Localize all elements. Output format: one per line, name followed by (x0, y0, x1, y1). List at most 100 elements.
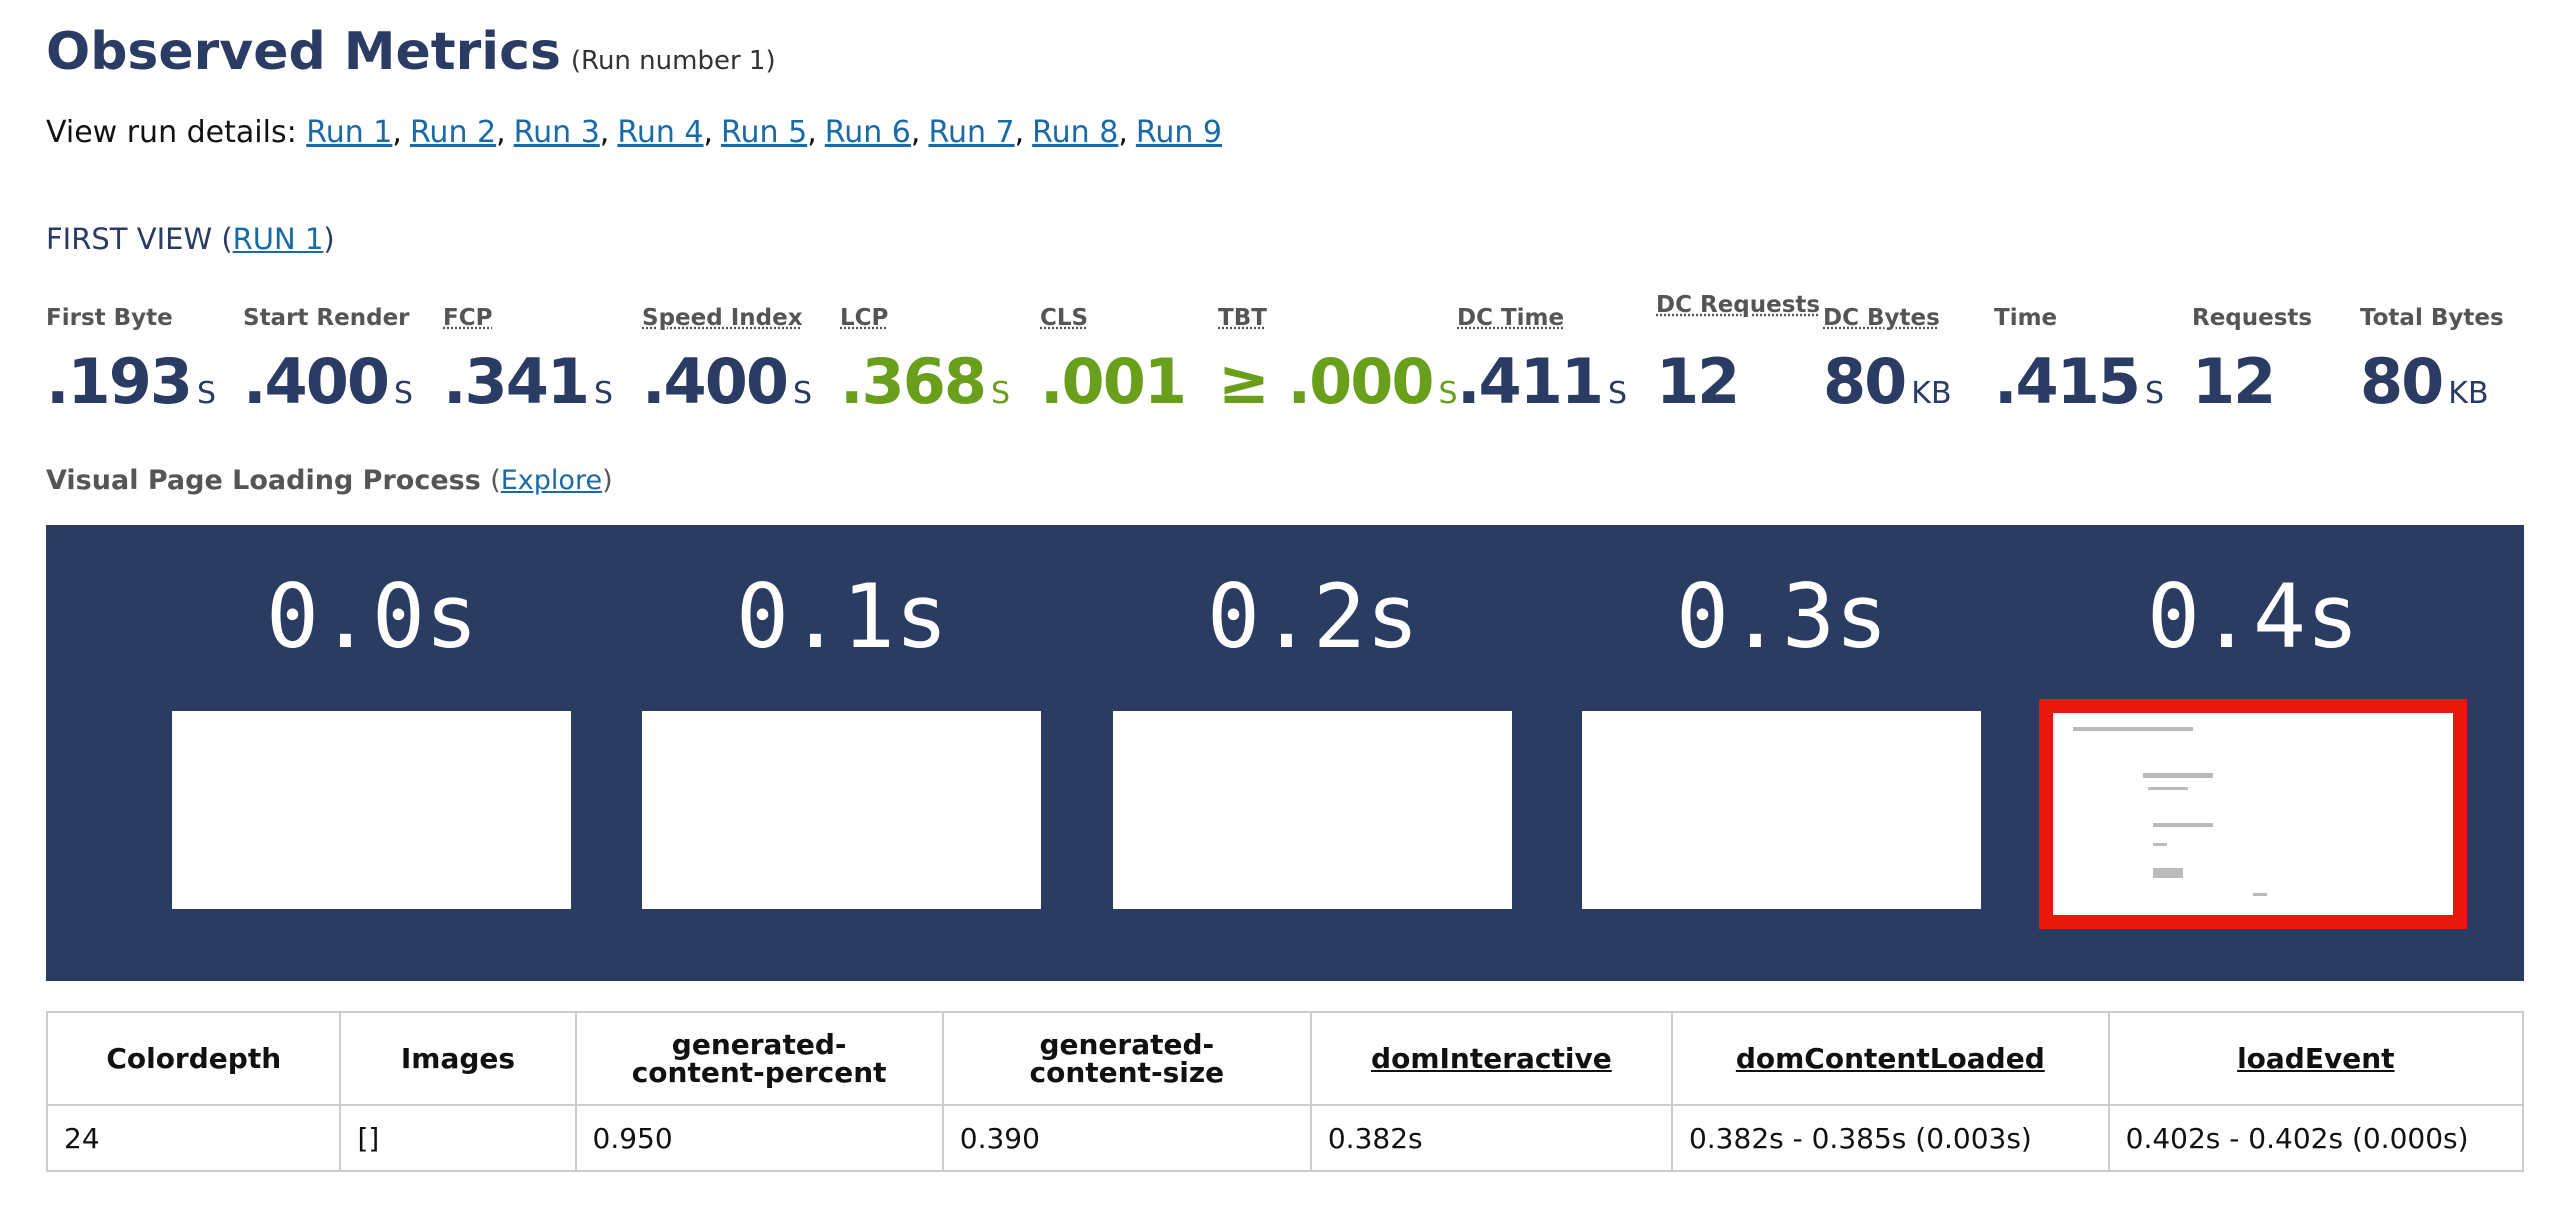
metric-number: .341 (443, 345, 590, 418)
metric-label: CLS (1040, 305, 1089, 331)
metric-label: TBT (1218, 305, 1267, 331)
metric-label: Speed Index (642, 305, 803, 331)
frame-thumbnail (1582, 711, 1981, 909)
run-link[interactable]: Run 1 (306, 115, 393, 150)
run-link[interactable]: Run 8 (1032, 115, 1119, 150)
frame-thumbnail (642, 711, 1041, 909)
metric-label: FCP (443, 305, 493, 331)
metric-label: DC Bytes (1823, 305, 1940, 331)
subtitle: (Run number 1) (570, 46, 776, 76)
cell: [] (339, 1104, 577, 1172)
metric-value: .341 S (443, 345, 613, 418)
metric-number: 12 (2192, 345, 2276, 418)
thumb-detail (2148, 787, 2188, 790)
metric-value: .193 S (46, 345, 216, 418)
metric-number: .001 (1040, 345, 1187, 418)
separator: , (1014, 115, 1025, 150)
metric-number: .193 (46, 345, 193, 418)
metric-number: .415 (1994, 345, 2141, 418)
runs-label: View run details: (46, 115, 297, 150)
run-link[interactable]: RUN 1 (232, 222, 324, 256)
metric-unit: S (196, 376, 217, 411)
metric-value: .001 (1040, 345, 1187, 418)
separator: , (1118, 115, 1128, 150)
run-link[interactable]: Run 6 (824, 115, 911, 150)
metric-unit: KB (2448, 376, 2489, 411)
column-header[interactable]: domInteractive (1309, 1011, 1673, 1106)
thumb-detail (2073, 727, 2193, 731)
run-link[interactable]: Run 9 (1135, 115, 1223, 150)
cell: 0.402s - 0.402s (0.000s) (2107, 1104, 2525, 1172)
metric-value: 12 (1656, 345, 1740, 418)
paren: ) (602, 465, 613, 496)
metric-number: 80 (1823, 345, 1907, 418)
metric-label: First Byte (46, 305, 173, 331)
thumb-detail (2153, 868, 2183, 878)
frame-time: 0.3s (1676, 565, 1888, 668)
metric-unit: S (1607, 376, 1628, 411)
metric-value: 12 (2192, 345, 2276, 418)
metrics-table: Colordepth Images generated-content-percen… (45, 1011, 2525, 1172)
metric-value: .400 S (642, 345, 812, 418)
run-link[interactable]: Run 2 (409, 115, 497, 150)
separator: , (392, 115, 402, 150)
separator: , (910, 115, 921, 150)
cell: 0.950 (574, 1104, 944, 1172)
metric-unit: S (393, 376, 414, 411)
metric-label: Requests (2192, 305, 2313, 331)
metric-label: Start Render (243, 305, 410, 331)
frame-thumbnail (1113, 711, 1512, 909)
metric-number: .400 (642, 345, 789, 418)
run-link[interactable]: Run 7 (928, 115, 1015, 150)
paren: ) (323, 222, 335, 256)
cell: 0.382s - 0.385s (0.003s) (1670, 1104, 2110, 1172)
metric-label: DC Requests (1656, 292, 1821, 318)
separator: , (807, 115, 817, 150)
metric-label: Total Bytes (2360, 305, 2504, 331)
metric-unit: S (2144, 376, 2165, 411)
metric-value: 80 KB (1823, 345, 1952, 418)
metric-value: ≥ .000 S (1218, 345, 1458, 418)
metric-unit: S (1438, 376, 1458, 411)
metric-number: 12 (1656, 345, 1740, 418)
run-link[interactable]: Run 5 (721, 115, 808, 150)
metric-number: .400 (243, 345, 390, 418)
metric-unit: S (990, 376, 1011, 411)
metric-value: .415 S (1994, 345, 2164, 418)
metric-unit: KB (1911, 376, 1952, 411)
separator: , (703, 115, 714, 150)
frame-time: 0.4s (2147, 565, 2359, 668)
thumb-detail (2153, 823, 2213, 827)
metric-value: .400 S (243, 345, 413, 418)
frame-thumbnail (2039, 699, 2467, 929)
frame-time: 0.2s (1207, 565, 1419, 668)
metric-label: Time (1994, 305, 2058, 331)
metric-label: LCP (840, 305, 889, 331)
visual-label: Visual Page Loading Process (Explore) (46, 465, 613, 496)
data-row: 24[] 0.950 0.390 0.382s 0.382s - 0.385s (0.0… (45, 1104, 2525, 1172)
cell: 0.382s (1309, 1104, 1673, 1172)
column-header[interactable]: loadEvent (2107, 1011, 2525, 1106)
column-header[interactable]: domContentLoaded (1670, 1011, 2110, 1106)
column-header: generated-content-percent (574, 1011, 944, 1106)
paren: ( (490, 465, 501, 496)
run-link[interactable]: Run 3 (513, 115, 600, 150)
first-view: FIRST VIEW (RUN 1) (46, 222, 335, 256)
metric-unit: S (792, 376, 813, 411)
filmstrip: 0.0s 0.1s 0.2s 0.3s 0.4s (46, 525, 2524, 981)
thumb-detail (2143, 773, 2213, 778)
metric-value: .411 S (1457, 345, 1627, 418)
title: Observed Metrics (Run number 1) (46, 22, 776, 82)
metric-unit: S (593, 376, 614, 411)
metric-label: DC Time (1457, 305, 1565, 331)
run-links: View run details: Run 1, Run 2, Run 3, Run … (46, 115, 1222, 150)
frame-thumbnail (172, 711, 571, 909)
explore-link[interactable]: Explore (500, 465, 603, 496)
column-header: generated-content-size (941, 1011, 1312, 1106)
first-view-label: FIRST VIEW ( (46, 222, 233, 256)
column-header: Images (339, 1011, 577, 1106)
thumb-detail (2253, 893, 2267, 896)
run-link[interactable]: Run 4 (617, 115, 704, 150)
metric-number: .411 (1457, 345, 1604, 418)
